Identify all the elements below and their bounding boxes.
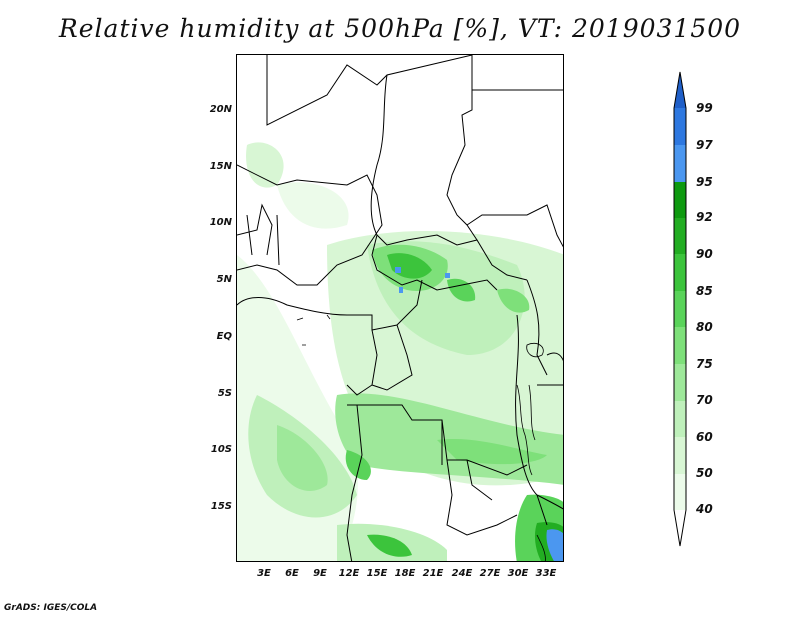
colorbar-arrow-top (674, 72, 686, 108)
colorbar-label-95: 95 (696, 175, 713, 189)
lakes (296, 314, 546, 561)
lon-label-15e: 15E (366, 568, 388, 579)
lat-label-15n: 15N (209, 161, 232, 172)
lon-label-6e: 6E (285, 568, 299, 579)
colorbar-swatch-70-75 (674, 364, 686, 401)
colorbar-label-92: 92 (696, 210, 713, 224)
colorbar-label-85: 85 (696, 284, 713, 298)
humidity-contours (237, 142, 563, 561)
grads-credit: GrADS: IGES/COLA (4, 603, 98, 613)
lon-label-27e: 27E (479, 568, 501, 579)
colorbar-label-90: 90 (696, 247, 713, 261)
colorbar-swatch-80-85 (674, 291, 686, 327)
colorbar-label-60: 60 (696, 430, 713, 444)
colorbar-swatch-50-60 (674, 437, 686, 474)
lat-label-10s: 10S (210, 444, 232, 455)
colorbar-swatch-92-95 (674, 182, 686, 218)
lat-label-eq: EQ (216, 331, 232, 342)
lat-label-5s: 5S (217, 388, 232, 399)
lon-label-33e: 33E (535, 568, 557, 579)
colorbar-swatch-40-50 (674, 474, 686, 510)
colorbar-label-99: 99 (696, 101, 713, 115)
colorbar-label-50: 50 (696, 466, 713, 480)
colorbar-label-97: 97 (696, 138, 713, 152)
lon-label-21e: 21E (422, 568, 444, 579)
colorbar-swatch-75-80 (674, 327, 686, 364)
colorbar-label-80: 80 (696, 320, 713, 334)
colorbar-swatch-97-99 (674, 108, 686, 145)
lat-label-15s: 15S (210, 501, 232, 512)
colorbar-swatch-90-92 (674, 218, 686, 254)
lat-label-20n: 20N (209, 104, 232, 115)
colorbar-swatch-95-97 (674, 145, 686, 182)
lon-label-3e: 3E (257, 568, 271, 579)
lat-label-10n: 10N (209, 217, 232, 228)
colorbar-swatch-85-90 (674, 254, 686, 291)
map-plot-area (236, 54, 564, 562)
colorbar-label-70: 70 (696, 393, 713, 407)
country-borders (237, 55, 563, 561)
colorbar (673, 71, 687, 547)
colorbar-label-75: 75 (696, 357, 713, 371)
colorbar-label-40: 40 (696, 502, 713, 516)
lon-label-12e: 12E (338, 568, 360, 579)
colorbar-swatch-60-70 (674, 401, 686, 437)
lon-label-9e: 9E (313, 568, 327, 579)
lon-label-30e: 30E (507, 568, 529, 579)
lat-label-5n: 5N (216, 274, 232, 285)
lon-label-18e: 18E (394, 568, 416, 579)
humidity-map (237, 55, 563, 561)
colorbar-arrow-bottom (674, 510, 686, 546)
map-title: Relative humidity at 500hPa [%], VT: 201… (58, 14, 742, 43)
lon-label-24e: 24E (451, 568, 473, 579)
